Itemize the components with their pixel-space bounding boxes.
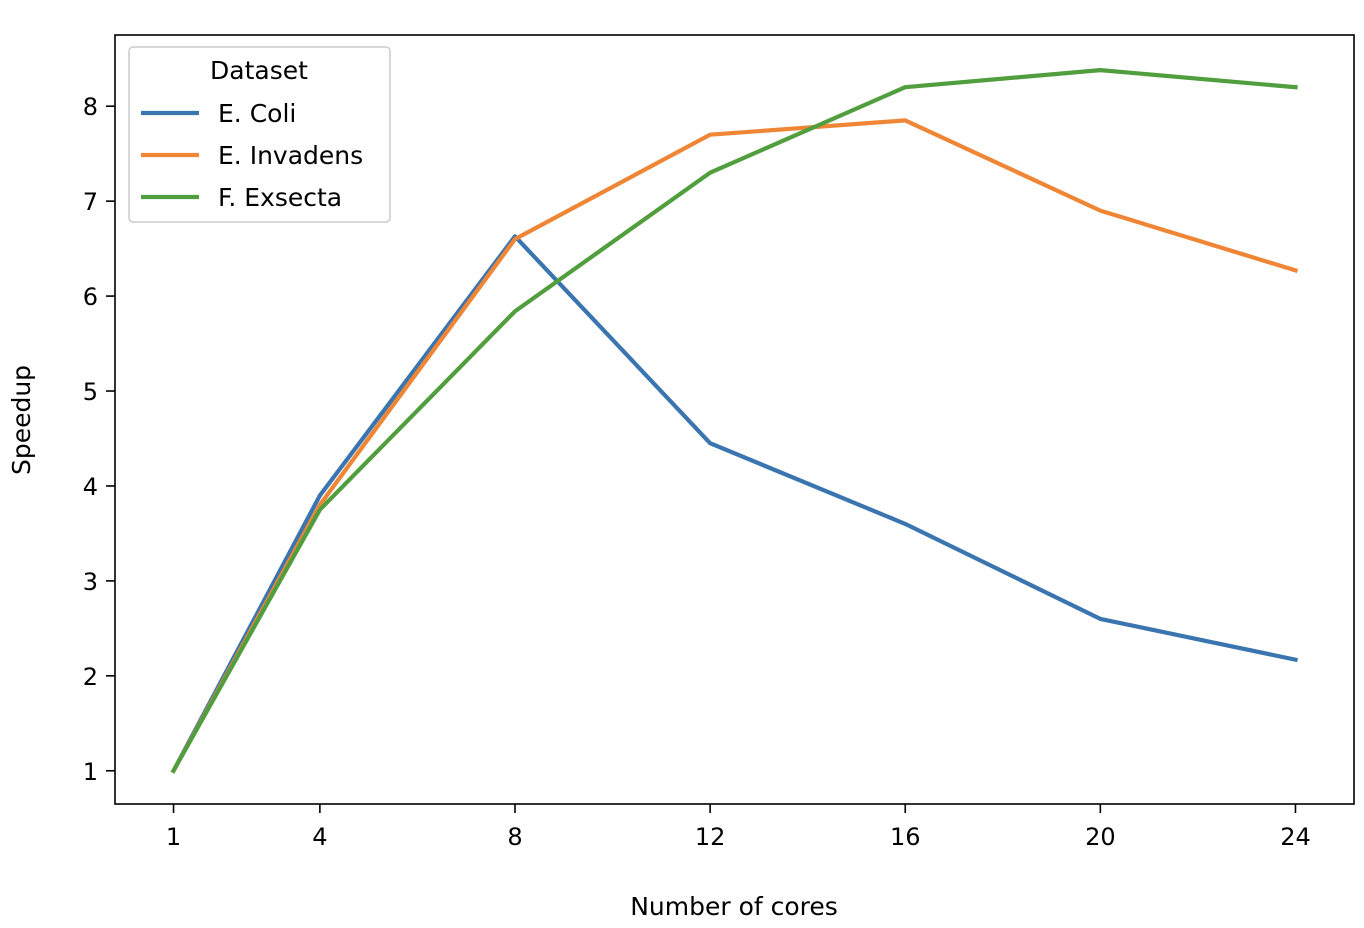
x-tick-label: 8 xyxy=(507,823,522,851)
x-tick-label: 12 xyxy=(695,823,726,851)
legend: Dataset E. Coli E. Invadens F. Exsecta xyxy=(128,46,391,223)
y-tick-label: 5 xyxy=(83,378,98,406)
series-layer xyxy=(170,67,1299,774)
series-line-f-exsecta xyxy=(170,67,1298,774)
x-tick-label: 20 xyxy=(1085,823,1116,851)
x-axis: 1 4 8 12 16 20 24 xyxy=(166,804,1311,851)
series-line-e-invadens xyxy=(170,118,1299,774)
y-tick-label: 8 xyxy=(83,93,98,121)
legend-label: F. Exsecta xyxy=(218,183,342,212)
y-tick-label: 7 xyxy=(83,188,98,216)
legend-label: E. Coli xyxy=(218,99,296,128)
legend-box xyxy=(128,46,391,223)
legend-entries: E. Coli E. Invadens F. Exsecta xyxy=(141,99,363,212)
y-tick-label: 3 xyxy=(83,568,98,596)
x-tick-label: 4 xyxy=(312,823,327,851)
y-tick-label: 2 xyxy=(83,663,98,691)
x-tick-label: 16 xyxy=(890,823,921,851)
x-tick-label: 24 xyxy=(1280,823,1311,851)
y-axis: 1 2 3 4 5 6 7 8 xyxy=(83,93,115,786)
y-tick-label: 6 xyxy=(83,283,98,311)
x-axis-label: Number of cores xyxy=(630,892,838,921)
y-tick-label: 1 xyxy=(83,758,98,786)
y-tick-label: 4 xyxy=(83,473,98,501)
legend-title: Dataset xyxy=(210,56,308,85)
plot-frame xyxy=(114,34,1355,805)
x-tick-label: 1 xyxy=(166,823,181,851)
y-axis-label: Speedup xyxy=(7,365,36,475)
legend-label: E. Invadens xyxy=(218,141,363,170)
series-line-e-coli xyxy=(170,234,1298,774)
